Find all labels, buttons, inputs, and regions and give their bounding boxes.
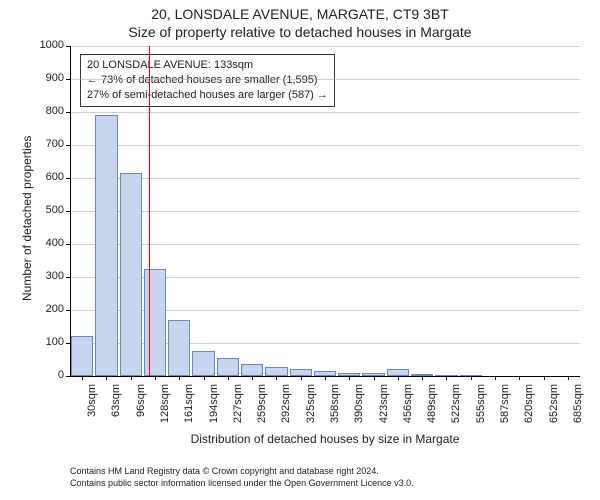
gridline bbox=[70, 178, 580, 179]
annotation-line3: 27% of semi-detached houses are larger (… bbox=[87, 88, 328, 103]
footer-line1: Contains HM Land Registry data © Crown c… bbox=[70, 466, 379, 476]
gridline bbox=[70, 79, 580, 80]
y-tick-label: 900 bbox=[28, 72, 64, 84]
x-tick-label: 63sqm bbox=[110, 384, 122, 428]
x-tick-label: 259sqm bbox=[256, 384, 268, 428]
x-tick-label: 620sqm bbox=[523, 384, 535, 428]
bar bbox=[265, 367, 287, 376]
annotation-line2: ← 73% of detached houses are smaller (1,… bbox=[87, 73, 328, 88]
x-tick-label: 652sqm bbox=[548, 384, 560, 428]
y-tick-label: 700 bbox=[28, 138, 64, 150]
annotation-line1: 20 LONSDALE AVENUE: 133sqm bbox=[87, 58, 328, 73]
chart-container: 20, LONSDALE AVENUE, MARGATE, CT9 3BT Si… bbox=[0, 0, 600, 500]
x-tick-label: 522sqm bbox=[450, 384, 462, 428]
x-tick-label: 194sqm bbox=[208, 384, 220, 428]
bar bbox=[71, 336, 93, 376]
x-tick-label: 30sqm bbox=[86, 384, 98, 428]
x-tick-label: 456sqm bbox=[402, 384, 414, 428]
bar bbox=[217, 358, 239, 376]
y-tick-label: 0 bbox=[28, 369, 64, 381]
x-axis-label: Distribution of detached houses by size … bbox=[70, 432, 580, 446]
y-tick-label: 300 bbox=[28, 270, 64, 282]
y-tick-label: 100 bbox=[28, 336, 64, 348]
x-axis-line bbox=[70, 376, 580, 377]
x-tick-label: 128sqm bbox=[159, 384, 171, 428]
gridline bbox=[70, 46, 580, 47]
x-tick-label: 390sqm bbox=[353, 384, 365, 428]
annotation-box: 20 LONSDALE AVENUE: 133sqm ← 73% of deta… bbox=[80, 54, 335, 107]
y-tick-label: 400 bbox=[28, 237, 64, 249]
bar bbox=[192, 351, 214, 376]
marker-line bbox=[149, 46, 150, 376]
y-tick-label: 1000 bbox=[28, 39, 64, 51]
y-tick-label: 800 bbox=[28, 105, 64, 117]
gridline bbox=[70, 244, 580, 245]
x-tick-label: 96sqm bbox=[135, 384, 147, 428]
y-tick-label: 500 bbox=[28, 204, 64, 216]
gridline bbox=[70, 112, 580, 113]
gridline bbox=[70, 145, 580, 146]
x-tick-label: 358sqm bbox=[329, 384, 341, 428]
bar bbox=[95, 115, 117, 376]
bar bbox=[144, 269, 166, 376]
chart-title-line1: 20, LONSDALE AVENUE, MARGATE, CT9 3BT bbox=[0, 6, 600, 22]
footer-line2: Contains public sector information licen… bbox=[70, 478, 414, 488]
x-tick-label: 685sqm bbox=[572, 384, 584, 428]
bar bbox=[168, 320, 190, 376]
bar bbox=[120, 173, 142, 376]
x-tick-label: 555sqm bbox=[475, 384, 487, 428]
x-tick-label: 423sqm bbox=[378, 384, 390, 428]
y-tick-label: 600 bbox=[28, 171, 64, 183]
x-tick-label: 292sqm bbox=[280, 384, 292, 428]
x-tick-label: 587sqm bbox=[499, 384, 511, 428]
x-tick-label: 325sqm bbox=[305, 384, 317, 428]
y-axis-line bbox=[70, 46, 71, 376]
gridline bbox=[70, 211, 580, 212]
bar bbox=[387, 369, 409, 376]
bar bbox=[290, 369, 312, 376]
x-tick-label: 489sqm bbox=[426, 384, 438, 428]
x-tick-label: 161sqm bbox=[183, 384, 195, 428]
y-tick-label: 200 bbox=[28, 303, 64, 315]
chart-title-line2: Size of property relative to detached ho… bbox=[0, 24, 600, 40]
x-tick-label: 227sqm bbox=[232, 384, 244, 428]
bar bbox=[241, 364, 263, 376]
